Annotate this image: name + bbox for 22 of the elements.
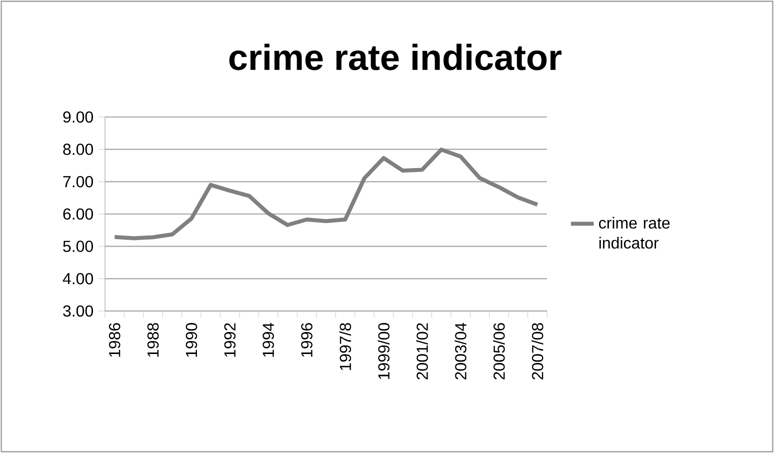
y-tick-label: 7.00 [63, 176, 94, 188]
x-tick-label: 1999/00 [378, 323, 390, 379]
y-tick-label: 5.00 [63, 240, 94, 252]
x-tick-label: 1988 [147, 323, 159, 357]
x-tick-label: 1992 [224, 323, 236, 357]
x-tick-label: 1986 [108, 323, 120, 357]
x-tick-label: 2007/08 [532, 323, 544, 380]
x-tick-label: 1996 [301, 323, 312, 357]
x-tick-label: 1994 [262, 322, 274, 357]
legend-label: crime rate indicator [599, 216, 670, 249]
y-tick-label: 3.00 [63, 305, 94, 317]
x-tick-label: 2003/04 [454, 322, 466, 380]
x-tick-label: 1990 [186, 323, 198, 357]
chart-title: crime rate indicator [229, 44, 562, 70]
x-tick-label: 2005/06 [493, 323, 505, 380]
x-tick-label: 1997/8 [339, 323, 352, 370]
line-series [112, 148, 540, 240]
y-tick-label: 8.00 [63, 144, 94, 155]
y-tick-label: 4.00 [62, 273, 94, 284]
y-tick-label: 6.00 [63, 208, 94, 220]
x-tick-label: 2001/02 [416, 323, 428, 380]
y-tick-label: 9.00 [63, 111, 94, 123]
